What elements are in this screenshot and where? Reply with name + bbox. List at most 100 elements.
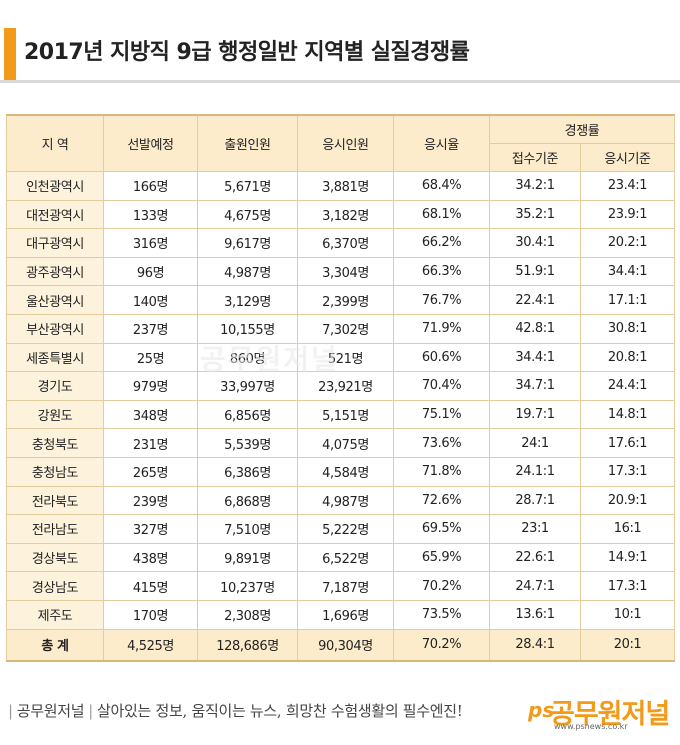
cell-competition-exam: 34.4:1 [580,256,675,287]
cell-competition-exam: 20.9:1 [580,485,675,516]
cell-applicants: 2,308명 [197,599,298,630]
cell-planned: 265명 [103,456,198,487]
cell-applicants: 6,856명 [197,399,298,430]
header-by-application: 접수기준 [489,143,581,172]
page-footer: | 공무원저널 | 살아있는 정보, 움직이는 뉴스, 희망찬 수험생활의 필수엔진!… [0,690,680,731]
brand-logo: ps 공무원저널 www.psnews.co.kr [528,692,678,731]
cell-competition-exam: 17.6:1 [580,428,675,458]
cell-competition-exam: 10:1 [580,599,675,630]
table-row: 충청북도 231명 5,539명 4,075명 73.6% 24:1 17.6:1 [6,428,675,458]
cell-applicants: 33,997명 [197,371,298,401]
table-row: 대구광역시 316명 9,617명 6,370명 66.2% 30.4:1 20.2:1 [6,228,675,258]
cell-planned: 239명 [103,485,198,516]
cell-region: 대전광역시 [6,199,104,230]
table-row: 전라남도 327명 7,510명 5,222명 69.5% 23:1 16:1 [6,514,675,544]
cell-exam-rate: 66.2% [393,228,490,258]
cell-competition-exam: 17.1:1 [580,285,675,315]
cell-region: 세종특별시 [6,342,104,373]
cell-exam-rate: 73.5% [393,599,490,630]
cell-competition-application: 22.6:1 [489,542,581,573]
cell-planned: 96명 [103,256,198,287]
cell-applicants: 5,671명 [197,171,298,201]
cell-region: 경상남도 [6,571,104,601]
cell-applicants: 4,675명 [197,199,298,230]
cell-region: 전라남도 [6,514,104,544]
total-region: 총 계 [6,628,104,661]
logo-ps-mark: ps [528,698,555,722]
cell-competition-application: 28.7:1 [489,485,581,516]
cell-applicants: 10,155명 [197,313,298,344]
cell-examinees: 23,921명 [297,371,394,401]
cell-planned: 316명 [103,228,198,258]
cell-examinees: 3,182명 [297,199,394,230]
cell-competition-application: 34.2:1 [489,171,581,201]
cell-region: 울산광역시 [6,285,104,315]
title-accent-bar [4,28,16,82]
logo-url: www.psnews.co.kr [554,722,628,731]
cell-applicants: 5,539명 [197,428,298,458]
competition-table: 지 역 선발예정 출원인원 응시인원 응시율 경쟁률 접수기준 응시기준 인천광… [6,114,675,662]
cell-exam-rate: 70.2% [393,571,490,601]
cell-applicants: 6,386명 [197,456,298,487]
cell-planned: 170명 [103,599,198,630]
cell-exam-rate: 65.9% [393,542,490,573]
cell-examinees: 1,696명 [297,599,394,630]
table-row: 경상남도 415명 10,237명 7,187명 70.2% 24.7:1 17.3:1 [6,571,675,601]
cell-region: 부산광역시 [6,313,104,344]
table-row: 경상북도 438명 9,891명 6,522명 65.9% 22.6:1 14.9:1 [6,542,675,573]
cell-examinees: 4,584명 [297,456,394,487]
header-examinees: 응시인원 [297,114,394,172]
cell-exam-rate: 70.4% [393,371,490,401]
cell-planned: 25명 [103,342,198,373]
cell-examinees: 5,222명 [297,514,394,544]
total-competition-exam: 20:1 [580,628,675,661]
cell-planned: 979명 [103,371,198,401]
table-body: 인천광역시 166명 5,671명 3,881명 68.4% 34.2:1 23.4:1 대전… [6,171,675,661]
footer-divider-left: | [8,702,13,720]
total-exam-rate: 70.2% [393,628,490,661]
cell-competition-exam: 24.4:1 [580,371,675,401]
cell-competition-application: 23:1 [489,514,581,544]
cell-examinees: 7,187명 [297,571,394,601]
table-row: 충청남도 265명 6,386명 4,584명 71.8% 24.1:1 17.3:1 [6,456,675,487]
cell-examinees: 5,151명 [297,399,394,430]
cell-exam-rate: 71.9% [393,313,490,344]
footer-slogan: 살아있는 정보, 움직이는 뉴스, 희망찬 수험생활의 필수엔진! [97,702,463,720]
cell-examinees: 6,522명 [297,542,394,573]
cell-competition-application: 19.7:1 [489,399,581,430]
cell-competition-exam: 23.9:1 [580,199,675,230]
cell-region: 강원도 [6,399,104,430]
cell-region: 인천광역시 [6,171,104,201]
logo-name: 공무원저널 [550,699,670,730]
cell-exam-rate: 68.1% [393,199,490,230]
total-planned: 4,525명 [103,628,198,661]
cell-region: 충청남도 [6,456,104,487]
cell-exam-rate: 76.7% [393,285,490,315]
header-divider [0,80,680,83]
footer-text: | 공무원저널 | 살아있는 정보, 움직이는 뉴스, 희망찬 수험생활의 필수엔진! [4,700,463,721]
cell-applicants: 6,868명 [197,485,298,516]
header-planned: 선발예정 [103,114,198,172]
cell-exam-rate: 71.8% [393,456,490,487]
cell-competition-application: 24:1 [489,428,581,458]
cell-region: 경상북도 [6,542,104,573]
cell-exam-rate: 60.6% [393,342,490,373]
cell-competition-application: 22.4:1 [489,285,581,315]
table-row: 대전광역시 133명 4,675명 3,182명 68.1% 35.2:1 23.9:1 [6,199,675,230]
cell-examinees: 3,304명 [297,256,394,287]
cell-applicants: 3,129명 [197,285,298,315]
cell-planned: 231명 [103,428,198,458]
cell-competition-exam: 23.4:1 [580,171,675,201]
page-header: 2017년 지방직 9급 행정일반 지역별 실질경쟁률 [0,0,680,83]
cell-competition-application: 24.7:1 [489,571,581,601]
table-row: 제주도 170명 2,308명 1,696명 73.5% 13.6:1 10:1 [6,599,675,630]
total-applicants: 128,686명 [197,628,298,661]
cell-competition-application: 34.7:1 [489,371,581,401]
cell-examinees: 6,370명 [297,228,394,258]
cell-planned: 166명 [103,171,198,201]
cell-competition-application: 24.1:1 [489,456,581,487]
table-row: 광주광역시 96명 4,987명 3,304명 66.3% 51.9:1 34.4:1 [6,256,675,287]
cell-exam-rate: 75.1% [393,399,490,430]
cell-examinees: 4,987명 [297,485,394,516]
cell-competition-application: 51.9:1 [489,256,581,287]
